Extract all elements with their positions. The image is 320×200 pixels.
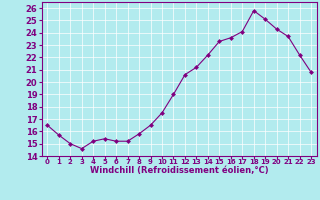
X-axis label: Windchill (Refroidissement éolien,°C): Windchill (Refroidissement éolien,°C): [90, 166, 268, 175]
